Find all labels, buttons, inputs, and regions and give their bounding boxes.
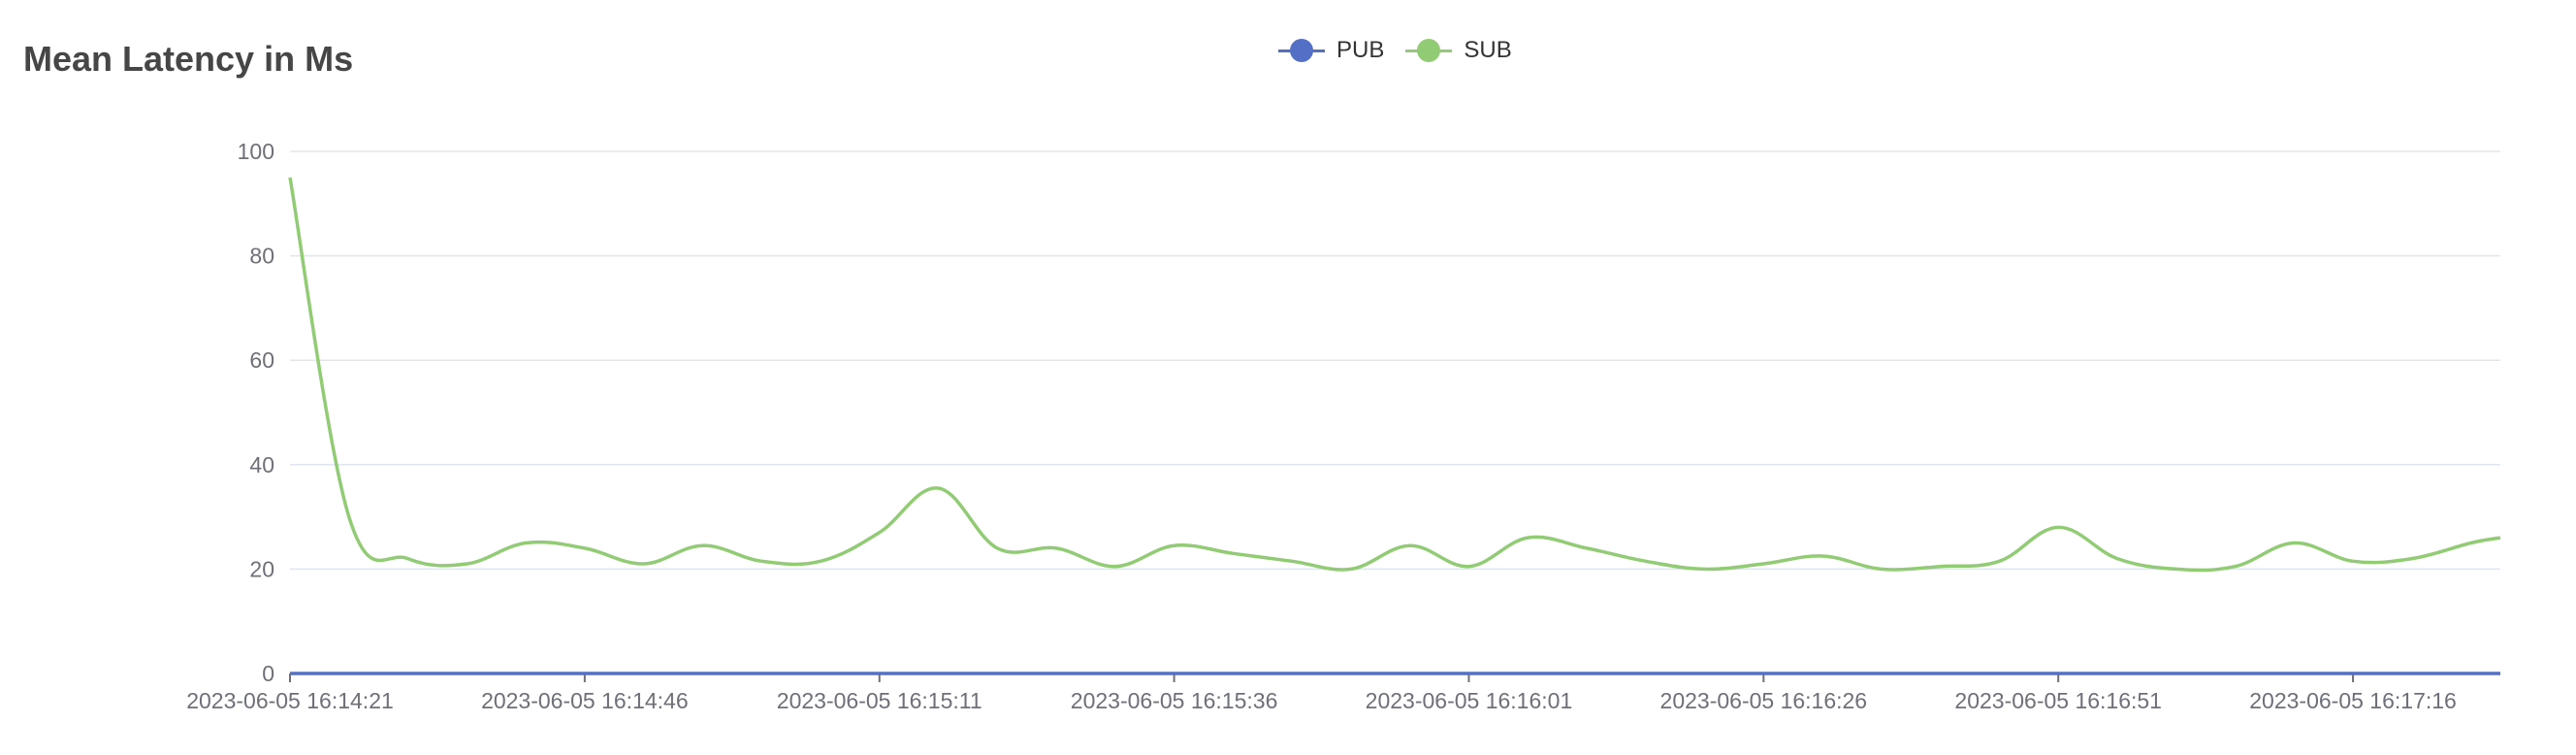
x-tick-label: 2023-06-05 16:15:36 xyxy=(1071,688,1278,713)
y-tick-label: 100 xyxy=(238,139,274,164)
x-tick-label: 2023-06-05 16:17:16 xyxy=(2249,688,2457,713)
legend-pub-marker-icon xyxy=(1278,39,1325,62)
x-tick-label: 2023-06-05 16:16:01 xyxy=(1366,688,1573,713)
x-tick-label: 2023-06-05 16:16:51 xyxy=(1954,688,2162,713)
legend-item-pub[interactable]: PUB xyxy=(1278,37,1384,64)
legend-sub-label: SUB xyxy=(1464,37,1512,63)
x-tick-label: 2023-06-05 16:16:26 xyxy=(1660,688,1868,713)
y-tick-label: 20 xyxy=(249,556,274,581)
y-tick-label: 40 xyxy=(249,452,274,477)
y-tick-label: 0 xyxy=(262,661,274,686)
y-tick-label: 60 xyxy=(249,347,274,373)
legend-pub-label: PUB xyxy=(1336,37,1385,63)
y-tick-label: 80 xyxy=(249,244,274,269)
x-tick-label: 2023-06-05 16:14:46 xyxy=(481,688,689,713)
legend: PUB SUB xyxy=(1278,37,1512,64)
x-tick-label: 2023-06-05 16:14:21 xyxy=(186,688,394,713)
x-tick-label: 2023-06-05 16:15:11 xyxy=(777,688,982,713)
legend-item-sub[interactable]: SUB xyxy=(1405,37,1512,64)
series-line-sub xyxy=(288,177,2501,573)
chart-title: Mean Latency in Ms xyxy=(23,39,354,79)
legend-sub-marker-icon xyxy=(1405,39,1453,62)
